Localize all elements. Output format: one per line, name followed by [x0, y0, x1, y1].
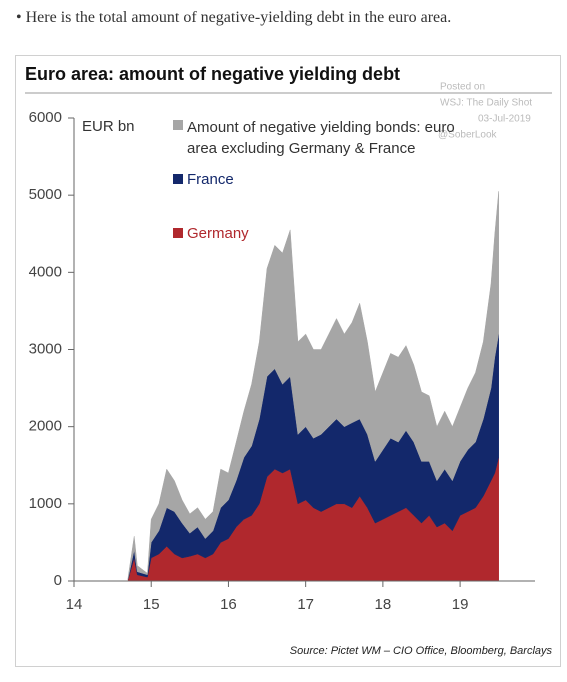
y-tick-label: 6000 — [29, 109, 62, 126]
watermark: Posted on — [440, 82, 485, 93]
y-tick-label: 4000 — [29, 263, 62, 280]
x-tick-label: 16 — [220, 596, 237, 613]
y-tick-label: 2000 — [29, 418, 62, 435]
x-tick-label: 19 — [452, 596, 469, 613]
area — [127, 191, 499, 579]
y-axis-label: EUR bn — [82, 118, 135, 135]
legend-swatch — [173, 174, 183, 184]
watermark: 03-Jul-2019 — [478, 114, 531, 125]
watermark: WSJ: The Daily Shot — [440, 98, 532, 109]
chart-frame — [15, 55, 561, 667]
x-tick-label: 17 — [297, 596, 314, 613]
y-tick-label: 1000 — [29, 495, 62, 512]
x-tick-label: 15 — [143, 596, 160, 613]
source: Source: Pictet WM – CIO Office, Bloomber… — [290, 645, 553, 657]
legend-swatch — [173, 120, 183, 130]
watermark: @SoberLook — [438, 130, 498, 141]
x-tick-label: 18 — [375, 596, 392, 613]
chart-title: Euro area: amount of negative yielding d… — [25, 64, 400, 84]
y-tick-label: 5000 — [29, 186, 62, 203]
y-tick-label: 0 — [54, 572, 62, 589]
legend-label: Germany — [187, 225, 249, 242]
legend-swatch — [173, 228, 183, 238]
intro-text: • Here is the total amount of negative-y… — [16, 9, 452, 26]
intro: Here is the total amount of negative-yie… — [25, 9, 452, 26]
y-tick-label: 3000 — [29, 340, 62, 357]
x-tick-label: 14 — [66, 596, 83, 613]
legend-label: France — [187, 171, 234, 188]
legend-label: Amount of negative yielding bonds: euro … — [187, 119, 455, 157]
